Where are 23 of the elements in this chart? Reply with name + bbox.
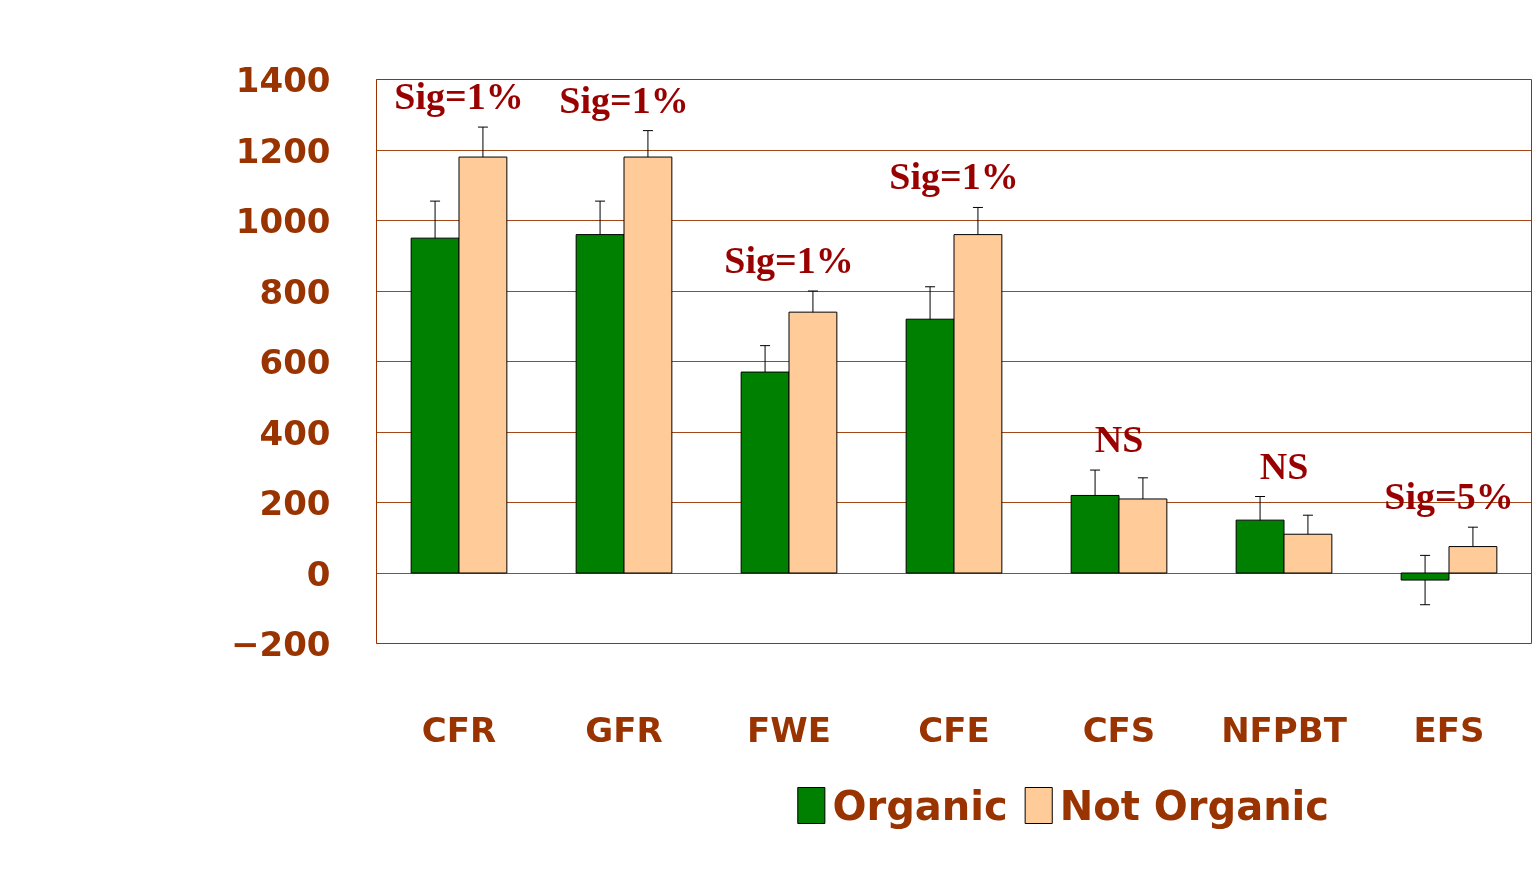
- x-tick-label: CFS: [1082, 709, 1156, 750]
- y-tick-label: 1000: [235, 201, 331, 241]
- annotation: NS: [1259, 444, 1309, 487]
- y-tick-label: 200: [259, 483, 331, 523]
- x-tick-label: CFR: [421, 709, 497, 750]
- y-tick-label: 1200: [235, 130, 331, 171]
- y-tick-label: −200: [231, 624, 331, 664]
- annotation: Sig=1%: [724, 239, 854, 281]
- annotation: Sig=1%: [889, 155, 1019, 198]
- y-tick-label: 0: [306, 553, 331, 594]
- legend-label: Organic: [832, 782, 1008, 829]
- x-tick-label: EFS: [1413, 709, 1485, 750]
- legend-label: Not Organic: [1059, 782, 1330, 829]
- annotation: Sig=1%: [394, 75, 524, 118]
- annotation: Sig=1%: [559, 78, 689, 121]
- x-tick-label: CFE: [918, 709, 990, 750]
- y-tick-label: 800: [259, 271, 331, 312]
- y-tick-label: 600: [259, 342, 331, 382]
- x-tick-label: FWE: [747, 709, 831, 750]
- y-tick-label: 1400: [235, 60, 331, 100]
- x-tick-label: NFPBT: [1221, 709, 1348, 750]
- x-tick-label: GFR: [585, 709, 663, 750]
- y-tick-label: 400: [259, 412, 331, 453]
